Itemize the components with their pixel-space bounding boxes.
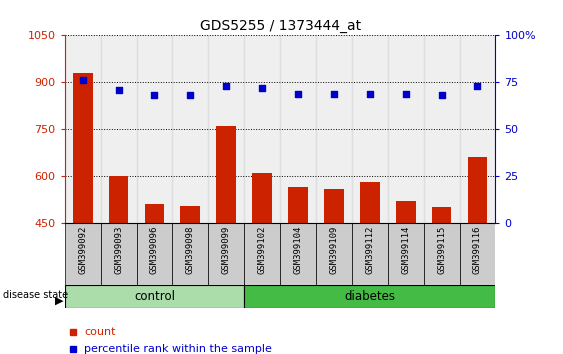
Text: ▶: ▶ [55,296,64,306]
Text: disease state: disease state [3,290,68,300]
Bar [468,157,488,223]
Bar [208,35,244,223]
Text: GSM399112: GSM399112 [365,226,374,274]
Bar [324,189,344,223]
Point [293,91,302,96]
Bar [145,204,164,223]
Bar [208,223,244,285]
Text: diabetes: diabetes [345,290,395,303]
Text: GSM399102: GSM399102 [258,226,267,274]
Bar [101,223,137,285]
Bar [316,223,352,285]
Bar [432,207,452,223]
Text: count: count [84,327,115,337]
Bar [280,35,316,223]
Text: GSM399104: GSM399104 [293,226,302,274]
Bar [181,206,200,223]
Bar [172,223,208,285]
Text: GSM399116: GSM399116 [473,226,482,274]
Point [258,85,267,91]
Bar [459,223,495,285]
Bar [244,35,280,223]
Text: GSM399096: GSM399096 [150,226,159,274]
Text: GSM399098: GSM399098 [186,226,195,274]
Bar [216,126,236,223]
Bar [424,223,459,285]
Text: GSM399114: GSM399114 [401,226,410,274]
Bar [101,35,137,223]
Bar [316,35,352,223]
Point [329,91,338,96]
Bar [252,173,272,223]
Bar [137,35,172,223]
Text: GSM399115: GSM399115 [437,226,446,274]
Bar [73,73,92,223]
Point [222,83,231,89]
Bar [65,285,244,308]
Bar [388,223,424,285]
Bar [172,35,208,223]
Title: GDS5255 / 1373444_at: GDS5255 / 1373444_at [199,19,361,33]
Bar [352,223,388,285]
Point [401,91,410,96]
Bar [280,223,316,285]
Point [150,93,159,98]
Text: GSM399092: GSM399092 [78,226,87,274]
Bar [244,223,280,285]
Point [186,93,195,98]
Bar [288,187,308,223]
Bar [396,201,415,223]
Bar [360,182,379,223]
Bar [65,35,101,223]
Point [78,78,87,83]
Bar [137,223,172,285]
Text: control: control [134,290,175,303]
Bar [65,223,101,285]
Bar [244,285,495,308]
Bar [459,35,495,223]
Text: GSM399109: GSM399109 [329,226,338,274]
Text: GSM399093: GSM399093 [114,226,123,274]
Bar [109,176,128,223]
Bar [388,35,424,223]
Point [114,87,123,93]
Point [473,83,482,89]
Point [365,91,374,96]
Bar [352,35,388,223]
Text: GSM399099: GSM399099 [222,226,231,274]
Text: percentile rank within the sample: percentile rank within the sample [84,344,272,354]
Bar [424,35,459,223]
Point [437,93,446,98]
